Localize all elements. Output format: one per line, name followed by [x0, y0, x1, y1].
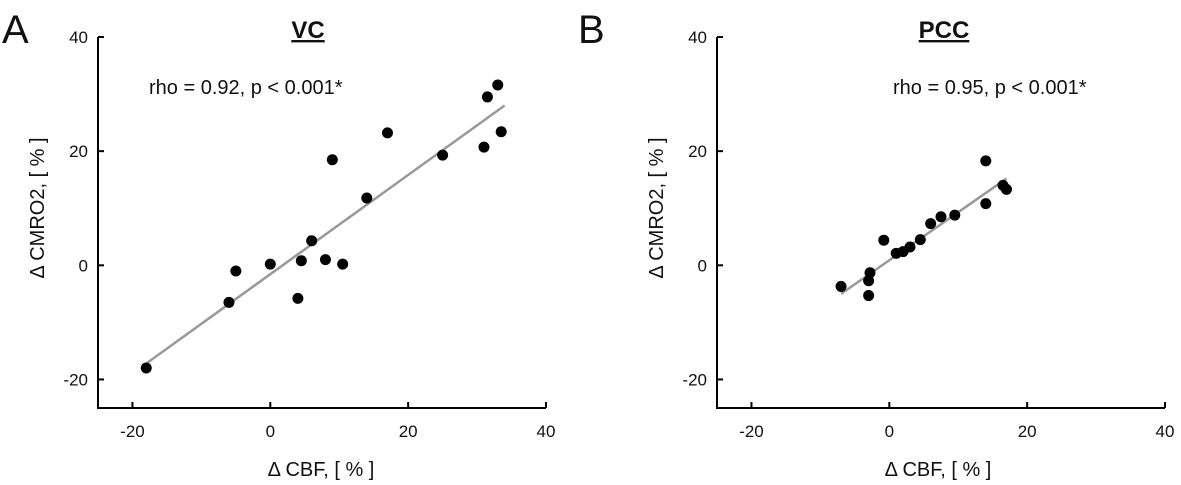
panel-a-xtick-label: 40	[537, 422, 556, 441]
panel-a-data-point	[492, 79, 504, 91]
panel-a-data-point	[292, 292, 304, 304]
panel-b-annotation: rho = 0.95, p < 0.001*	[893, 77, 1087, 99]
panel-letter-b: B	[578, 8, 605, 52]
panel-b-data-point	[935, 211, 947, 223]
panel-a-annotation: rho = 0.92, p < 0.001*	[149, 77, 343, 99]
panel-a-data-point	[223, 296, 235, 308]
panel-b-data-point	[980, 198, 992, 210]
panel-a-data-point	[319, 254, 331, 266]
panel-b-ytick-label: 40	[688, 28, 707, 47]
panel-a-data-point	[264, 258, 276, 270]
panel-a-data-point	[381, 127, 393, 139]
panel-a-data-point	[326, 154, 338, 166]
panel-a-ytick-label: -20	[63, 370, 88, 389]
panel-a-points	[140, 79, 507, 374]
panel-a-fit-line	[145, 104, 506, 365]
panel-a-ticks: -20 0 20 40 -20 0 20 40	[63, 28, 555, 441]
panel-a-ytick-label: 40	[69, 28, 88, 47]
panel-b-data-point	[1000, 183, 1012, 195]
panel-b-data-point	[980, 155, 992, 167]
panel-b-data-point	[914, 234, 926, 246]
panel-b-data-point	[925, 218, 937, 230]
panel-b-data-point	[878, 234, 890, 246]
panel-b-title: PCC	[919, 17, 970, 44]
panel-b-xtick-label: -20	[739, 422, 764, 441]
panel-a-data-point	[481, 91, 493, 103]
panel-b-xtick-label: 20	[1018, 422, 1037, 441]
panel-a: A VC rho = 0.92, p < 0.001* Δ CBF, [ % ]…	[2, 8, 555, 481]
panel-a-xtick-label: 20	[399, 422, 418, 441]
panel-b-xlabel: Δ CBF, [ % ]	[885, 459, 992, 481]
panel-a-data-point	[306, 235, 318, 247]
panel-b-ytick-label: -20	[682, 370, 707, 389]
panel-a-title: VC	[291, 17, 324, 44]
panel-a-data-point	[140, 362, 152, 374]
panel-letter-a: A	[2, 8, 29, 52]
panel-a-ytick-label: 20	[69, 142, 88, 161]
panel-b-data-point	[904, 241, 916, 253]
panel-b-ytick-label: 20	[688, 142, 707, 161]
panel-b-xtick-label: 0	[885, 422, 894, 441]
panel-b-points	[835, 155, 1012, 302]
panel-b-data-point	[835, 280, 847, 292]
panel-a-xtick-label: -20	[120, 422, 145, 441]
panel-a-xtick-label: 0	[266, 422, 275, 441]
panel-b-ylabel: Δ CMRO2, [ % ]	[646, 137, 668, 278]
panel-a-data-point	[295, 255, 307, 267]
panel-a-data-point	[230, 265, 242, 277]
panel-b-data-point	[863, 290, 875, 302]
panel-a-data-point	[478, 141, 490, 153]
panel-a-xlabel: Δ CBF, [ % ]	[268, 459, 375, 481]
panel-a-ylabel: Δ CMRO2, [ % ]	[27, 137, 49, 278]
panel-b-xtick-label: 40	[1156, 422, 1175, 441]
panel-a-data-point	[361, 192, 373, 204]
panel-a-data-point	[337, 258, 349, 270]
panel-a-data-point	[495, 126, 507, 138]
panel-b: B PCC rho = 0.95, p < 0.001* Δ CBF, [ % …	[578, 8, 1174, 481]
panel-a-data-point	[437, 149, 449, 161]
panel-b-ticks: -20 0 20 40 -20 0 20 40	[682, 28, 1174, 441]
panel-b-ytick-label: 0	[698, 256, 707, 275]
panel-b-data-point	[949, 209, 961, 221]
panel-b-data-point	[864, 267, 876, 279]
panel-a-ytick-label: 0	[79, 256, 88, 275]
